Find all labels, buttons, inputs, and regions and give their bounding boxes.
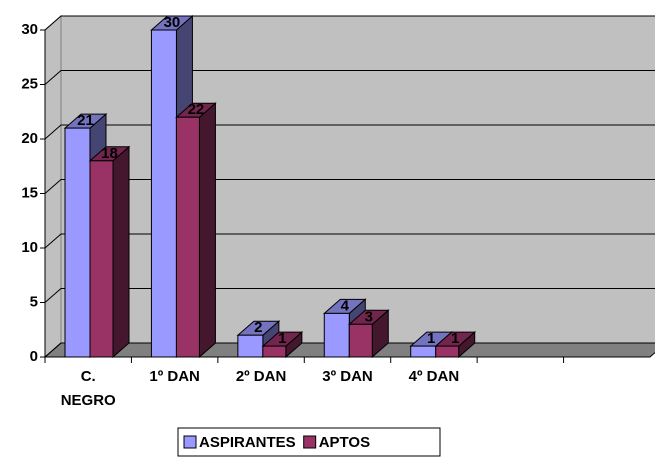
data-label: 22 (188, 101, 205, 118)
bar (348, 323, 373, 358)
data-label: 1 (427, 330, 435, 347)
grid-line (44, 288, 655, 303)
grid-line (44, 124, 655, 140)
bar (175, 116, 200, 358)
bar-side (198, 102, 216, 359)
bar (150, 29, 177, 358)
legend-label: ASPIRANTES (199, 434, 296, 451)
data-label: 18 (101, 145, 118, 162)
y-tick-label: 25 (21, 75, 38, 92)
grid-line (44, 179, 655, 194)
x-tick-label: 4º DAN (408, 368, 460, 385)
bar (237, 334, 264, 358)
bar (89, 160, 114, 358)
bar (435, 345, 460, 358)
legend-swatch (183, 435, 197, 449)
y-tick-label: 30 (21, 21, 38, 38)
bar (323, 312, 350, 358)
bar (64, 127, 91, 358)
data-label: 1 (278, 330, 286, 347)
y-tick-label: 20 (21, 130, 38, 147)
grid-line (44, 15, 655, 31)
y-tick-label: 10 (21, 239, 38, 256)
bar-side (112, 145, 130, 359)
data-label: 1 (451, 330, 459, 347)
y-tick-label: 0 (30, 348, 38, 365)
data-label: 4 (341, 297, 350, 314)
x-tick-label: 1º DAN (149, 368, 200, 385)
data-label: 21 (77, 112, 94, 129)
bar (410, 345, 437, 358)
legend-swatch (303, 435, 317, 449)
legend-label: APTOS (319, 434, 370, 451)
data-label: 2 (254, 319, 262, 336)
x-tick-label: C. NEGRO (60, 368, 116, 409)
y-tick-label: 15 (21, 184, 38, 201)
x-tick-label: 3º DAN (322, 368, 373, 385)
x-tick-label: 2º DAN (235, 368, 287, 385)
data-label: 3 (365, 308, 373, 325)
bar (262, 345, 287, 358)
grid-line (44, 70, 655, 85)
grid-line (44, 233, 655, 249)
y-tick-label: 5 (30, 293, 38, 310)
data-label: 30 (164, 14, 181, 31)
